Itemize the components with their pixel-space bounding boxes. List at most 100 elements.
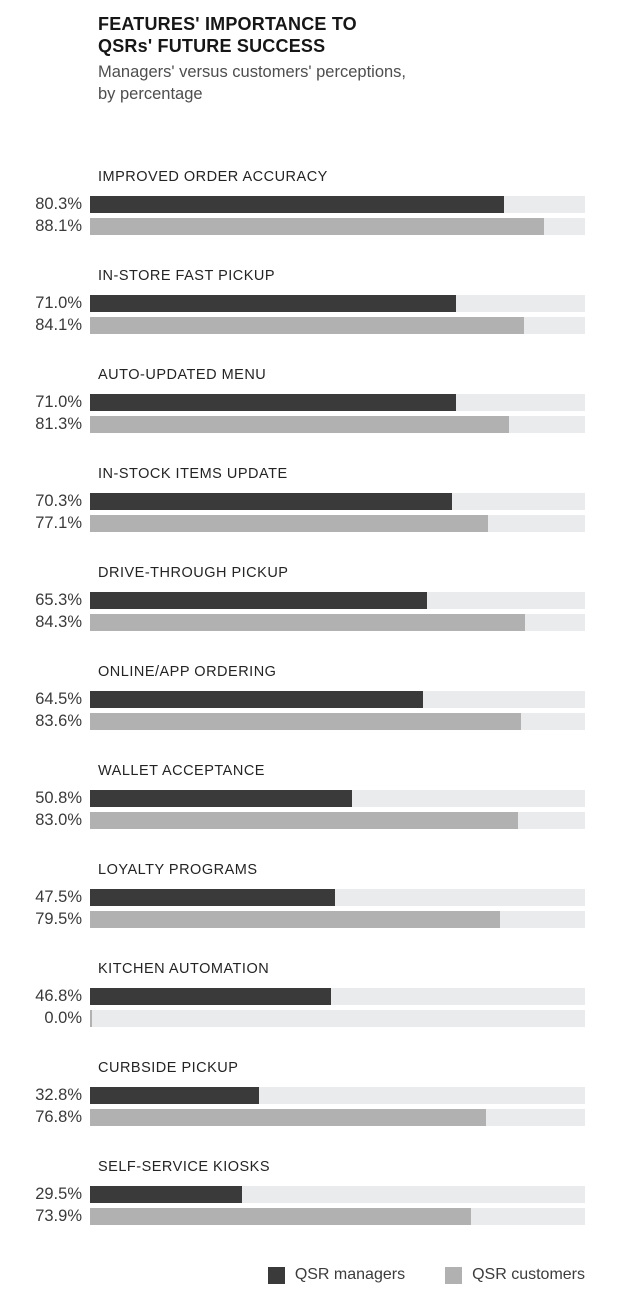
feature-label: ONLINE/APP ORDERING (98, 664, 277, 680)
bar-row-customers: 81.3% (0, 416, 585, 433)
feature-group: KITCHEN AUTOMATION 46.8% 0.0% (0, 962, 585, 1061)
bar-fill-customers (90, 713, 522, 730)
bar-fill-managers (90, 295, 457, 312)
bar-track (90, 416, 585, 433)
grouped-bar-chart: IMPROVED ORDER ACCURACY 80.3% 88.1% IN-STOR… (0, 170, 585, 1259)
chart-subtitle-line2: by percentage (98, 85, 203, 103)
feature-group: CURBSIDE PICKUP 32.8% 76.8% (0, 1061, 585, 1160)
bar-row-managers: 50.8% (0, 790, 585, 807)
bar-track (90, 1208, 585, 1225)
bar-fill-managers (90, 493, 453, 510)
bar-row-customers: 83.0% (0, 812, 585, 829)
legend: QSR managers QSR customers (267, 1266, 585, 1284)
bar-track (90, 1087, 585, 1104)
value-label: 50.8% (35, 789, 82, 807)
bar-track (90, 911, 585, 928)
value-label: 83.6% (35, 712, 82, 730)
bar-fill-managers (90, 889, 335, 906)
bar-fill-managers (90, 1087, 260, 1104)
bar-row-managers: 32.8% (0, 1087, 585, 1104)
bar-track (90, 592, 585, 609)
bar-track (90, 1010, 585, 1027)
chart-header: FEATURES' IMPORTANCE TO QSRs' FUTURE SUC… (98, 13, 406, 105)
bar-row-managers: 47.5% (0, 889, 585, 906)
chart-subtitle-line1: Managers' versus customers' perceptions, (98, 63, 407, 81)
bar-fill-customers (90, 317, 524, 334)
value-label: 79.5% (35, 910, 82, 928)
bar-row-managers: 46.8% (0, 988, 585, 1005)
chart-subtitle: Managers' versus customers' perceptions,… (98, 61, 406, 105)
value-label: 88.1% (35, 217, 82, 235)
bar-row-managers: 71.0% (0, 394, 585, 411)
value-label: 84.3% (35, 613, 82, 631)
bar-track (90, 889, 585, 906)
value-label: 71.0% (35, 294, 82, 312)
bar-row-managers: 65.3% (0, 592, 585, 609)
bar-row-customers: 0.0% (0, 1010, 585, 1027)
value-label: 64.5% (35, 690, 82, 708)
value-label: 0.0% (44, 1009, 82, 1027)
value-label: 65.3% (35, 591, 82, 609)
bar-fill-customers (90, 1208, 472, 1225)
bar-track (90, 515, 585, 532)
value-label: 77.1% (35, 514, 82, 532)
feature-label: IMPROVED ORDER ACCURACY (98, 169, 328, 185)
feature-group: IN-STORE FAST PICKUP 71.0% 84.1% (0, 269, 585, 368)
bar-row-customers: 79.5% (0, 911, 585, 928)
bar-track (90, 218, 585, 235)
feature-group: IMPROVED ORDER ACCURACY 80.3% 88.1% (0, 170, 585, 269)
bar-row-managers: 71.0% (0, 295, 585, 312)
chart-title-line2: QSRs' FUTURE SUCCESS (98, 36, 326, 56)
bar-fill-managers (90, 1186, 243, 1203)
value-label: 46.8% (35, 987, 82, 1005)
bar-row-customers: 84.3% (0, 614, 585, 631)
value-label: 84.1% (35, 316, 82, 334)
feature-group: WALLET ACCEPTANCE 50.8% 83.0% (0, 764, 585, 863)
feature-label: CURBSIDE PICKUP (98, 1060, 239, 1076)
bar-track (90, 1186, 585, 1203)
bar-fill-customers (90, 812, 518, 829)
value-label: 71.0% (35, 393, 82, 411)
value-label: 76.8% (35, 1108, 82, 1126)
bar-row-managers: 64.5% (0, 691, 585, 708)
bar-fill-customers (90, 1010, 92, 1027)
bar-track (90, 394, 585, 411)
legend-item: QSR customers (445, 1266, 585, 1284)
value-label: 29.5% (35, 1185, 82, 1203)
feature-label: IN-STORE FAST PICKUP (98, 268, 276, 284)
bar-fill-customers (90, 614, 525, 631)
value-label: 70.3% (35, 492, 82, 510)
bar-track (90, 196, 585, 213)
legend-item: QSR managers (267, 1266, 406, 1284)
legend-label: QSR managers (294, 1266, 406, 1283)
bar-row-customers: 88.1% (0, 218, 585, 235)
feature-group: ONLINE/APP ORDERING 64.5% 83.6% (0, 665, 585, 764)
bar-fill-customers (90, 515, 488, 532)
feature-label: WALLET ACCEPTANCE (98, 763, 265, 779)
bar-fill-customers (90, 218, 545, 235)
bar-track (90, 295, 585, 312)
feature-label: AUTO-UPDATED MENU (98, 367, 267, 383)
feature-group: AUTO-UPDATED MENU 71.0% 81.3% (0, 368, 585, 467)
bar-track (90, 1109, 585, 1126)
bar-row-customers: 83.6% (0, 713, 585, 730)
bar-row-managers: 29.5% (0, 1186, 585, 1203)
feature-label: KITCHEN AUTOMATION (98, 961, 270, 977)
value-label: 80.3% (35, 195, 82, 213)
feature-group: DRIVE-THROUGH PICKUP 65.3% 84.3% (0, 566, 585, 665)
bar-track (90, 812, 585, 829)
bar-track (90, 713, 585, 730)
feature-label: SELF-SERVICE KIOSKS (98, 1159, 271, 1175)
bar-fill-managers (90, 592, 427, 609)
bar-row-managers: 80.3% (0, 196, 585, 213)
bar-fill-customers (90, 911, 500, 928)
bar-fill-managers (90, 790, 352, 807)
bar-fill-customers (90, 1109, 486, 1126)
bar-track (90, 691, 585, 708)
bar-fill-managers (90, 691, 423, 708)
legend-swatch-icon (267, 1266, 285, 1284)
bar-fill-managers (90, 196, 505, 213)
chart-title: FEATURES' IMPORTANCE TO QSRs' FUTURE SUC… (98, 13, 406, 57)
value-label: 32.8% (35, 1086, 82, 1104)
feature-label: DRIVE-THROUGH PICKUP (98, 565, 289, 581)
